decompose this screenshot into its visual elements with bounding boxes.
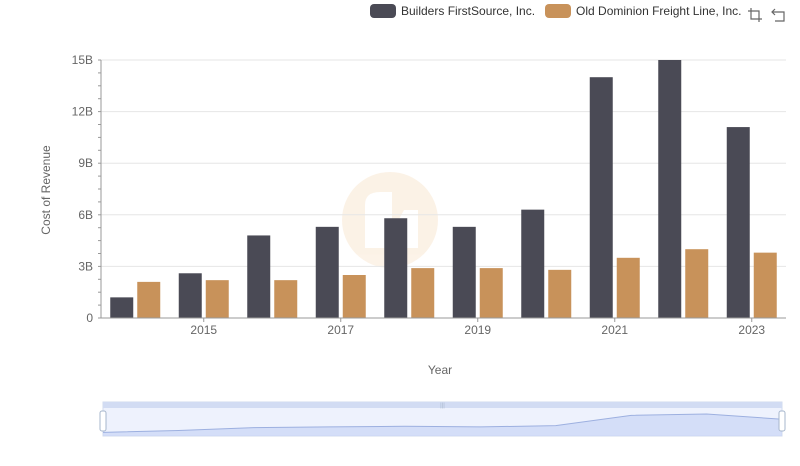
zoom-slider-line — [102, 413, 783, 433]
x-tick-label: 2015 — [190, 323, 217, 337]
bar-builders-firstsource-2016[interactable] — [247, 235, 271, 318]
bar-builders-firstsource-2017[interactable] — [315, 226, 339, 318]
legend-label: Builders FirstSource, Inc. — [401, 4, 536, 18]
bar-old-dominion-2015[interactable] — [205, 280, 229, 318]
bar-old-dominion-2014[interactable] — [137, 281, 161, 318]
bar-old-dominion-2021[interactable] — [616, 257, 640, 318]
zoom-slider-area — [103, 414, 782, 436]
legend-swatch — [545, 4, 572, 18]
bars[interactable] — [110, 60, 777, 318]
bar-old-dominion-2019[interactable] — [479, 268, 503, 318]
bar-builders-firstsource-2020[interactable] — [521, 209, 545, 318]
axes: 0 3B 6B 9B 12B 15B 2015 2017 2019 2021 2023 — [72, 53, 786, 337]
legend-swatch — [370, 4, 396, 18]
y-tick-label: 3B — [78, 259, 93, 273]
zoom-handle-right[interactable] — [778, 410, 786, 432]
y-tick-label: 6B — [78, 208, 93, 222]
bar-builders-firstsource-2018[interactable] — [384, 218, 408, 318]
bar-builders-firstsource-2021[interactable] — [589, 77, 613, 318]
grid-lines — [101, 59, 786, 267]
legend-label: Old Dominion Freight Line, Inc. — [576, 4, 742, 18]
bar-builders-firstsource-2015[interactable] — [178, 273, 202, 318]
bar-builders-firstsource-2014[interactable] — [110, 297, 134, 318]
y-tick-label: 0 — [86, 311, 93, 325]
zoom-slider-top-bar — [103, 402, 782, 408]
legend-item-builders-firstsource[interactable]: Builders FirstSource, Inc. — [370, 4, 535, 18]
bar-builders-firstsource-2023[interactable] — [726, 127, 750, 318]
bar-old-dominion-2016[interactable] — [274, 280, 298, 318]
x-tick-label: 2019 — [464, 323, 491, 337]
restore-zoom-icon[interactable] — [747, 7, 763, 23]
legend: Builders FirstSource, Inc. Old Dominion … — [370, 4, 751, 18]
y-tick-label: 15B — [72, 53, 93, 67]
bar-builders-firstsource-2022[interactable] — [658, 60, 682, 318]
x-tick-label: 2023 — [738, 323, 765, 337]
back-icon[interactable] — [771, 7, 787, 23]
y-tick-label: 12B — [72, 105, 93, 119]
bar-old-dominion-2022[interactable] — [685, 249, 709, 318]
legend-item-old-dominion[interactable]: Old Dominion Freight Line, Inc. — [545, 4, 741, 18]
x-tick-label: 2017 — [327, 323, 354, 337]
x-axis-title: Year — [428, 363, 452, 377]
bar-old-dominion-2018[interactable] — [411, 268, 435, 318]
zoom-handle-left[interactable] — [99, 410, 107, 432]
bar-old-dominion-2020[interactable] — [548, 269, 572, 318]
bar-old-dominion-2017[interactable] — [342, 275, 366, 318]
zoom-slider-grip: ||| — [440, 403, 445, 409]
x-tick-label: 2021 — [601, 323, 628, 337]
bar-old-dominion-2023[interactable] — [753, 252, 777, 318]
zoom-slider[interactable]: ||| — [99, 401, 786, 437]
bar-builders-firstsource-2019[interactable] — [452, 226, 476, 318]
y-tick-label: 9B — [78, 156, 93, 170]
chart-toolbar — [747, 7, 795, 23]
y-axis-title: Cost of Revenue — [39, 145, 53, 235]
